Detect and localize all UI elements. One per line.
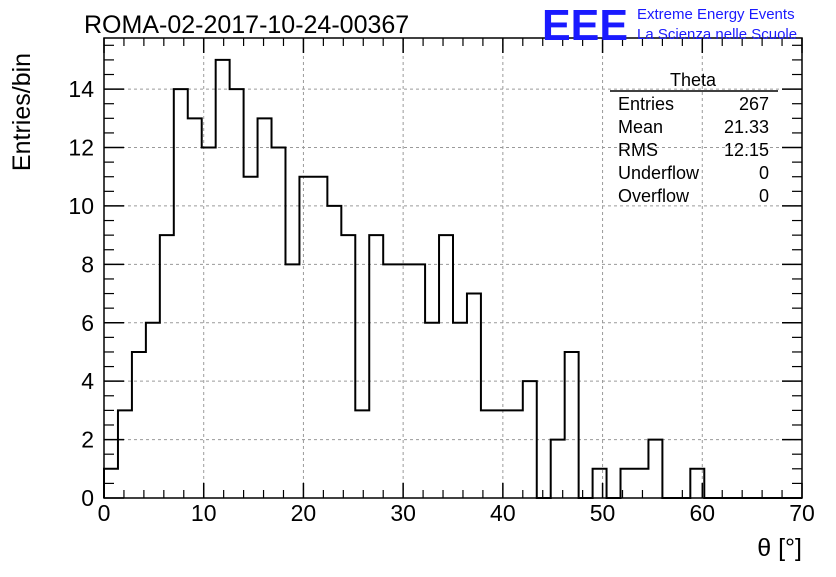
x-tick-label: 20 [291, 500, 317, 526]
stats-value-overflow: 0 [759, 186, 769, 206]
y-tick-label: 14 [68, 76, 94, 102]
eee-logo-mark: EEE [542, 1, 628, 50]
y-tick-label: 8 [81, 251, 94, 277]
chart-title: ROMA-02-2017-10-24-00367 [84, 11, 409, 39]
x-axis-label: θ [°] [757, 534, 802, 562]
stats-value-mean: 21.33 [724, 117, 769, 137]
y-tick-label: 2 [81, 427, 94, 453]
eee-logo-line2: La Scienza nelle Scuole [637, 26, 797, 43]
x-tick-label: 30 [390, 500, 416, 526]
y-tick-label: 0 [81, 485, 94, 511]
x-tick-label: 50 [590, 500, 616, 526]
x-tick-label: 70 [789, 500, 815, 526]
stats-value-entries: 267 [739, 94, 769, 114]
stats-box: Theta Entries 267 Mean 21.33 RMS 12.15 U… [610, 70, 778, 206]
stats-value-underflow: 0 [759, 163, 769, 183]
stats-box-title: Theta [670, 70, 717, 90]
histogram-series [103, 58, 802, 499]
stats-label-entries: Entries [618, 94, 674, 114]
stats-label-overflow: Overflow [618, 186, 690, 206]
x-tick-label: 10 [191, 500, 217, 526]
x-tick-label: 40 [490, 500, 516, 526]
plot-frame [103, 37, 803, 499]
y-tick-label: 10 [68, 193, 94, 219]
x-tick-label: 0 [98, 500, 111, 526]
stats-label-underflow: Underflow [618, 163, 700, 183]
eee-logo-line1: Extreme Energy Events [637, 6, 795, 23]
y-axis-label: Entries/bin [8, 53, 36, 171]
x-tick-labels: 0 10 20 30 40 50 60 70 [98, 500, 815, 526]
stats-label-rms: RMS [618, 140, 658, 160]
stats-label-mean: Mean [618, 117, 663, 137]
grid-lines [104, 38, 802, 498]
y-tick-label: 12 [68, 135, 94, 161]
stats-value-rms: 12.15 [724, 140, 769, 160]
x-tick-label: 60 [689, 500, 715, 526]
y-tick-label: 6 [81, 310, 94, 336]
eee-logo: EEE Extreme Energy Events La Scienza nel… [542, 1, 797, 50]
y-tick-labels: 0 2 4 6 8 10 12 14 [68, 76, 94, 511]
y-tick-label: 4 [81, 368, 94, 394]
